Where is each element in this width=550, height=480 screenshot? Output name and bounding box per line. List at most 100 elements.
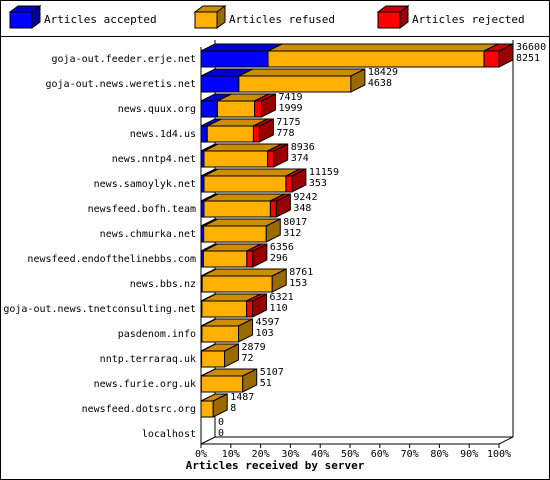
bar-segment bbox=[246, 250, 254, 268]
bar-side bbox=[291, 168, 307, 193]
total-label: 8017 bbox=[283, 217, 307, 228]
axis-line bbox=[200, 436, 216, 445]
total-label: 8936 bbox=[291, 142, 315, 153]
bar-side bbox=[224, 343, 240, 368]
x-tick-label: 30% bbox=[281, 449, 299, 460]
bar-side bbox=[273, 143, 289, 168]
total-label: 0 bbox=[218, 417, 224, 428]
y-tick-label: news.samoylyk.net bbox=[94, 179, 196, 190]
bar-segment bbox=[200, 75, 240, 93]
legend-swatch-side bbox=[216, 5, 226, 29]
y-tick-label: newsfeed.dotsrc.org bbox=[82, 404, 196, 415]
accepted-label: 153 bbox=[289, 278, 307, 289]
legend-label: Articles refused bbox=[229, 13, 335, 26]
total-label: 8761 bbox=[289, 267, 313, 278]
bar-segment bbox=[206, 125, 254, 143]
legend-swatch bbox=[194, 11, 218, 29]
accepted-label: 72 bbox=[242, 353, 254, 364]
bar-segment bbox=[200, 400, 214, 418]
x-tick-label: 100% bbox=[487, 449, 511, 460]
legend-swatch bbox=[377, 11, 401, 29]
accepted-label: 4638 bbox=[368, 78, 392, 89]
y-tick-label: nntp.terraraq.uk bbox=[100, 354, 196, 365]
x-tick-label: 40% bbox=[311, 449, 329, 460]
bar-segment bbox=[246, 300, 254, 318]
total-label: 1487 bbox=[230, 392, 254, 403]
bar-side bbox=[265, 218, 281, 243]
accepted-label: 374 bbox=[291, 153, 309, 164]
y-tick-label: pasdenom.info bbox=[118, 329, 196, 340]
x-axis-title: Articles received by server bbox=[186, 459, 365, 472]
bar-side bbox=[212, 393, 228, 418]
total-label: 6321 bbox=[270, 292, 294, 303]
y-tick-label: newsfeed.bofh.team bbox=[88, 204, 196, 215]
accepted-label: 8 bbox=[230, 403, 236, 414]
x-tick-label: 20% bbox=[252, 449, 270, 460]
x-tick-label: 50% bbox=[341, 449, 359, 460]
y-tick-label: newsfeed.endofthelinebbs.com bbox=[27, 254, 196, 265]
bar-segment bbox=[200, 100, 218, 118]
accepted-label: 296 bbox=[270, 253, 288, 264]
bar-segment bbox=[203, 150, 269, 168]
y-tick-label: goja-out.feeder.erje.net bbox=[52, 54, 197, 65]
bar-side bbox=[271, 268, 287, 293]
total-label: 4597 bbox=[256, 317, 280, 328]
accepted-label: 1999 bbox=[278, 103, 302, 114]
legend-swatch-side bbox=[31, 5, 41, 29]
total-label: 9242 bbox=[293, 192, 317, 203]
x-tick-label: 90% bbox=[460, 449, 478, 460]
x-tick-label: 0% bbox=[195, 449, 207, 460]
bar-segment bbox=[201, 300, 248, 318]
x-tick-label: 10% bbox=[222, 449, 240, 460]
bar-segment bbox=[238, 75, 352, 93]
accepted-label: 312 bbox=[283, 228, 301, 239]
y-tick-label: news.nntp4.net bbox=[112, 154, 196, 165]
bar-segment bbox=[267, 50, 485, 68]
accepted-label: 0 bbox=[218, 428, 224, 439]
y-tick-label: news.chmurka.net bbox=[100, 229, 196, 240]
accepted-label: 778 bbox=[276, 128, 294, 139]
accepted-label: 51 bbox=[260, 378, 272, 389]
y-tick-label: goja-out.news.tnetconsulting.net bbox=[3, 304, 196, 315]
accepted-label: 103 bbox=[256, 328, 274, 339]
bar-segment bbox=[203, 200, 271, 218]
total-label: 7419 bbox=[278, 92, 302, 103]
bar-top bbox=[203, 168, 301, 177]
x-tick-label: 70% bbox=[401, 449, 419, 460]
bar-segment bbox=[216, 100, 256, 118]
bar-segment bbox=[285, 175, 293, 193]
legend-swatch-side bbox=[399, 5, 409, 29]
bar-side bbox=[252, 293, 268, 318]
bar-side bbox=[350, 68, 366, 93]
x-tick-label: 80% bbox=[430, 449, 448, 460]
bar-side bbox=[238, 318, 254, 343]
bar-segment bbox=[269, 200, 277, 218]
bar-segment bbox=[203, 175, 287, 193]
bar-segment bbox=[203, 225, 267, 243]
accepted-label: 8251 bbox=[516, 53, 540, 64]
bar-segment bbox=[267, 150, 275, 168]
y-tick-label: news.1d4.us bbox=[130, 129, 196, 140]
bar-segment bbox=[483, 50, 500, 68]
y-tick-label: goja-out.news.weretis.net bbox=[45, 79, 196, 90]
bar-side bbox=[498, 43, 514, 68]
bar-segment bbox=[201, 350, 226, 368]
y-tick-label: news.quux.org bbox=[118, 104, 196, 115]
bar-side bbox=[258, 118, 274, 143]
bar-segment bbox=[202, 250, 248, 268]
total-label: 7175 bbox=[276, 117, 300, 128]
accepted-label: 353 bbox=[309, 178, 327, 189]
y-tick-label: news.bbs.nz bbox=[130, 279, 196, 290]
y-tick-label: news.furie.org.uk bbox=[94, 379, 196, 390]
y-tick-label: localhost bbox=[142, 429, 196, 440]
total-label: 11159 bbox=[309, 167, 339, 178]
total-label: 5107 bbox=[260, 367, 284, 378]
bar-side bbox=[242, 368, 258, 393]
total-label: 2879 bbox=[242, 342, 266, 353]
x-tick-label: 60% bbox=[371, 449, 389, 460]
legend-label: Articles rejected bbox=[412, 13, 525, 26]
bar-top bbox=[238, 68, 366, 77]
bar-segment bbox=[201, 325, 240, 343]
